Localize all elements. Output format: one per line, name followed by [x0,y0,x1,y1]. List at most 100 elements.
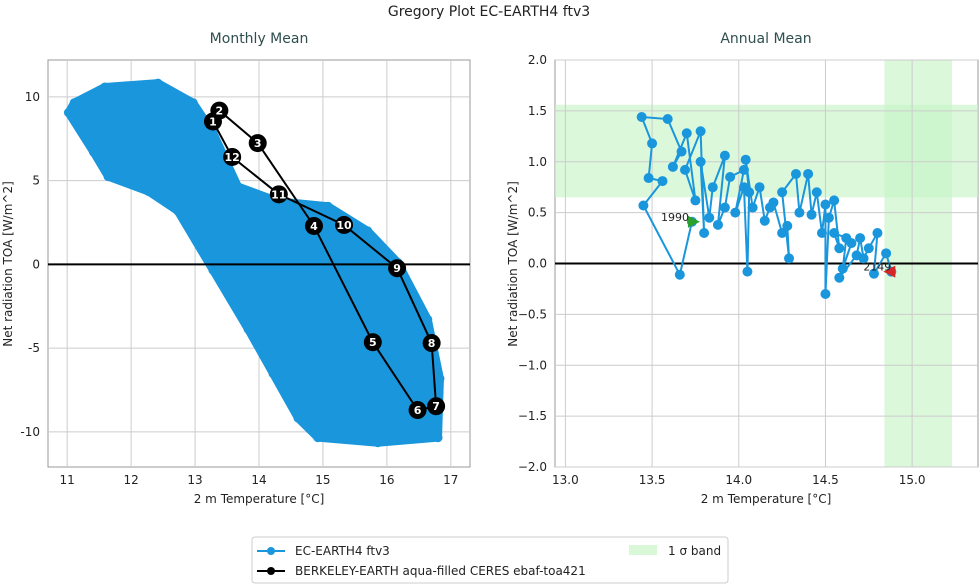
model-annual-point [790,168,801,179]
model-annual-point [719,150,730,161]
model-annual-point [759,215,770,226]
x-tick-label: 15.0 [899,473,926,487]
model-monthly-point [323,201,333,211]
x-tick-label: 17 [443,473,458,487]
model-annual-point [768,197,779,208]
model-annual-point [834,272,845,283]
model-annual-point [674,269,685,280]
legend-model-label: EC-EARTH4 ftv3 [295,544,390,558]
annual-xlabel: 2 m Temperature [°C] [701,492,832,506]
model-annual-point [820,199,831,210]
model-annual-point [704,212,715,223]
model-monthly-point [423,314,433,324]
obs-month-label: 11 [271,188,286,201]
model-annual-point [829,227,840,238]
y-tick-label: −1.0 [518,358,547,372]
model-annual-point [863,243,874,254]
x-tick-label: 15 [315,473,330,487]
obs-month-marker [248,134,267,153]
x-tick-label: 13 [187,473,202,487]
model-annual-point [747,202,758,213]
start-marker [687,215,700,228]
annual-title: Annual Mean [720,31,811,47]
model-annual-point [647,138,658,149]
model-annual-point [784,253,795,264]
obs-month-label: 12 [224,151,239,164]
model-annual-point [872,227,883,238]
model-monthly-point [153,78,163,88]
model-annual-point [823,212,834,223]
model-monthly-point [268,369,278,379]
model-monthly-point [88,147,98,157]
model-annual-point [881,248,892,259]
model-annual-point [740,154,751,165]
end-marker [883,265,896,278]
x-tick-label: 14.5 [812,473,839,487]
model-annual-point [707,182,718,193]
obs-month-label: 7 [432,400,440,413]
annual-ylabel: Net radiation TOA [W/m^2] [506,181,520,347]
legend-band-swatch [629,545,657,555]
model-monthly-point [433,433,443,443]
y-tick-label: −1.5 [518,409,547,423]
model-annual-point [782,220,793,231]
obs-month-label: 8 [428,337,436,350]
obs-month-marker [408,401,427,420]
model-annual-point [754,182,765,193]
monthly-ylabel: Net radiation TOA [W/m^2] [1,181,15,347]
obs-month-marker [363,333,382,352]
model-annual-point [777,227,788,238]
y-tick-label: 5 [32,174,40,188]
y-tick-label: 2.0 [528,53,547,67]
legend-model-marker [267,547,275,555]
model-annual-point [676,146,687,157]
model-annual-point [738,164,749,175]
legend-obs-marker [267,567,275,575]
legend: EC-EARTH4 ftv3 BERKELEY-EARTH aqua-fille… [251,536,729,584]
y-tick-label: 10 [25,90,40,104]
model-annual-point [816,227,827,238]
obs-month-marker [422,334,441,353]
model-annual-point [855,233,866,244]
model-annual-point [662,114,673,125]
figure-title: Gregory Plot EC-EARTH4 ftv3 [388,4,590,20]
model-monthly-point [363,226,373,236]
legend-obs-label: BERKELEY-EARTH aqua-filled CERES ebaf-to… [295,564,586,578]
x-tick-label: 13.5 [639,473,666,487]
monthly-title: Monthly Mean [210,31,309,47]
model-monthly-point [173,206,183,216]
model-monthly-point [435,374,445,384]
model-annual-point [699,227,710,238]
model-annual-point [643,173,654,184]
model-annual-point [725,172,736,183]
model-monthly-point [233,181,243,191]
model-annual-point [794,207,805,218]
model-annual-point [638,200,649,211]
obs-month-label: 9 [393,262,401,275]
obs-month-label: 4 [310,220,318,233]
model-annual-point [820,289,831,300]
model-annual-point [730,207,741,218]
legend-band-label: 1 σ band [668,544,721,558]
model-monthly-point [208,265,218,275]
model-annual-point [695,126,706,137]
obs-month-label: 6 [414,404,422,417]
model-annual-point [680,164,691,175]
legend-frame [251,536,729,584]
model-annual-point [846,238,857,249]
model-annual-point [858,253,869,264]
obs-month-marker [335,215,354,234]
model-annual-point [636,111,647,122]
y-tick-label: -10 [20,425,40,439]
obs-month-label: 1 [209,115,217,128]
model-annual-point [829,195,840,206]
model-annual-point [868,268,879,279]
model-monthly-point [143,186,153,196]
obs-month-label: 5 [369,336,377,349]
obs-month-label: 3 [254,137,262,150]
obs-month-label: 10 [336,219,352,232]
x-tick-label: 12 [123,473,138,487]
x-tick-label: 14.0 [725,473,752,487]
y-tick-label: 0.5 [528,206,547,220]
